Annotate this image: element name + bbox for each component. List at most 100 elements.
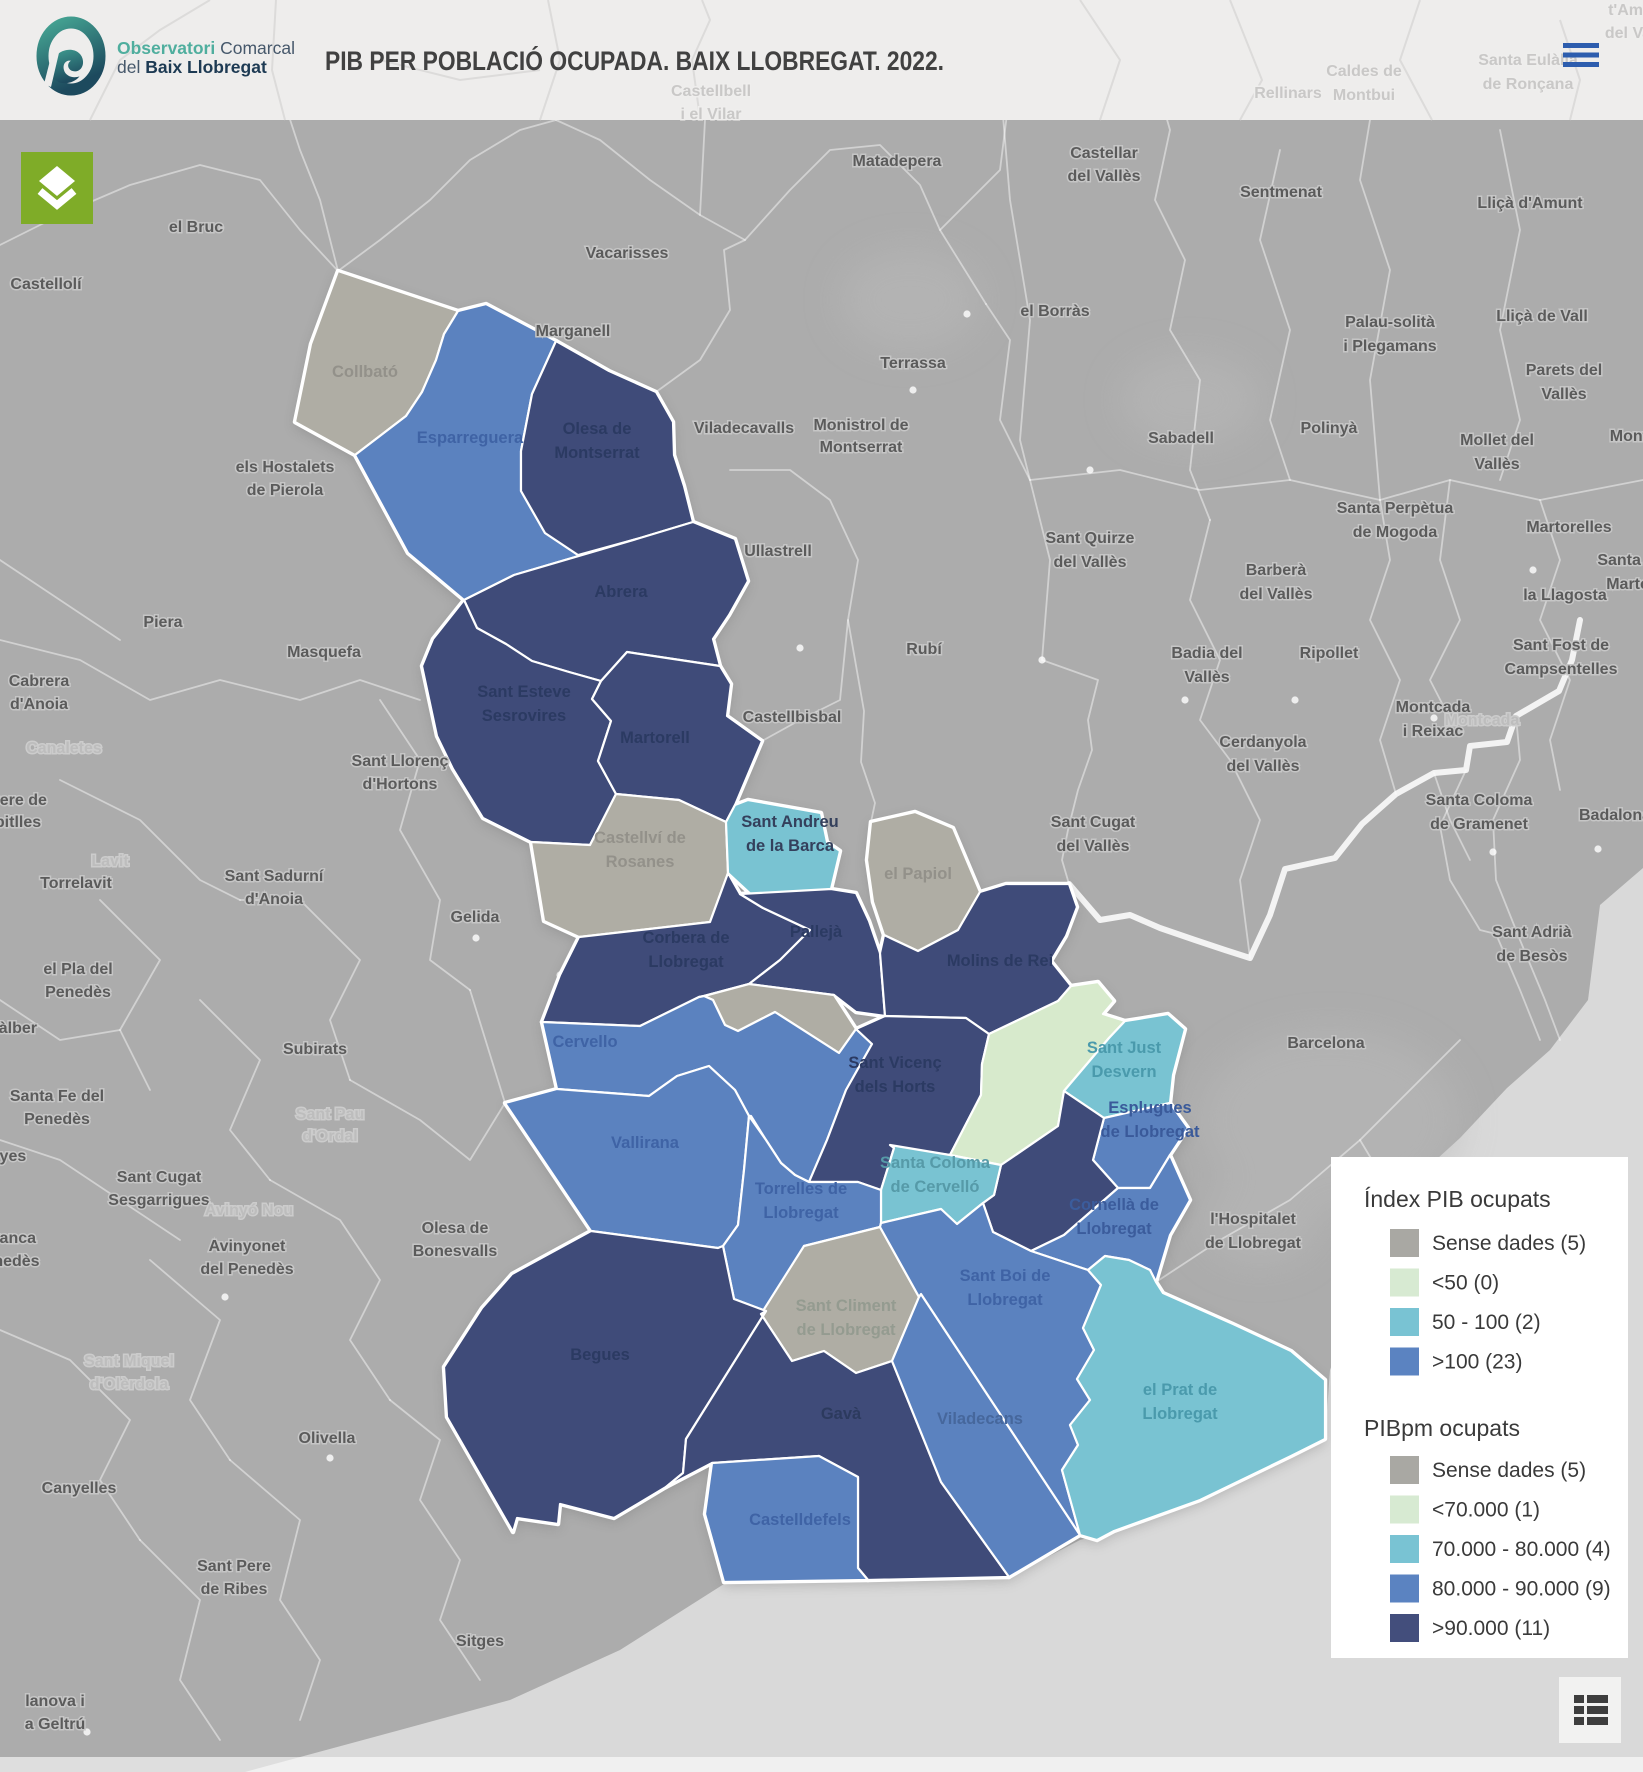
svg-text:Pere de: Pere de — [0, 792, 47, 809]
svg-text:de Cervelló: de Cervelló — [891, 1178, 980, 1196]
svg-text:<70.000 (1): <70.000 (1) — [1432, 1499, 1540, 1522]
svg-text:de Llobregat: de Llobregat — [1205, 1235, 1302, 1252]
svg-text:la Llagosta: la Llagosta — [1523, 587, 1607, 604]
svg-text:Sant Miquel: Sant Miquel — [84, 1353, 174, 1370]
svg-text:Vallès: Vallès — [1184, 669, 1229, 686]
svg-text:Sense dades (5): Sense dades (5) — [1432, 1459, 1586, 1482]
svg-text:Torrelles de: Torrelles de — [755, 1180, 847, 1198]
svg-text:Santa Coloma: Santa Coloma — [880, 1154, 991, 1172]
svg-text:els Hostalets: els Hostalets — [236, 459, 335, 476]
svg-text:Esparreguera: Esparreguera — [417, 429, 524, 447]
svg-text:Montm: Montm — [1610, 428, 1643, 445]
svg-text:Torrelavit: Torrelavit — [40, 875, 112, 892]
svg-text:Caldes de: Caldes de — [1326, 63, 1402, 80]
svg-text:Sant Fost de: Sant Fost de — [1513, 637, 1609, 654]
svg-text:el Borràs: el Borràs — [1020, 303, 1089, 320]
svg-text:t'Ame: t'Ame — [1608, 2, 1643, 19]
svg-text:Cervello: Cervello — [552, 1033, 617, 1051]
svg-text:Barcelona: Barcelona — [1287, 1035, 1364, 1052]
svg-text:d'Anoia: d'Anoia — [245, 891, 303, 908]
svg-text:Castelldefels: Castelldefels — [749, 1511, 851, 1529]
svg-text:Avinyonet: Avinyonet — [209, 1238, 286, 1255]
svg-text:Sentmenat: Sentmenat — [1240, 184, 1322, 201]
svg-text:Canaletes: Canaletes — [26, 740, 102, 757]
svg-text:Polinyà: Polinyà — [1301, 420, 1358, 437]
svg-text:Sant Andreu: Sant Andreu — [741, 813, 838, 831]
svg-text:el Bruc: el Bruc — [169, 219, 223, 236]
svg-text:<50 (0): <50 (0) — [1432, 1272, 1499, 1295]
svg-text:Pallejà: Pallejà — [790, 923, 843, 941]
svg-text:de Mogoda: de Mogoda — [1353, 524, 1438, 541]
svg-text:Montcada: Montcada — [1445, 712, 1520, 729]
svg-text:dàlber: dàlber — [0, 1020, 37, 1037]
svg-text:Sant Esteve: Sant Esteve — [477, 683, 571, 701]
svg-text:del Vallès: del Vallès — [1068, 168, 1141, 185]
svg-text:Montserrat: Montserrat — [554, 444, 640, 462]
svg-text:Montcada: Montcada — [1396, 699, 1471, 716]
svg-text:>100 (23): >100 (23) — [1432, 1351, 1522, 1374]
svg-text:de Besòs: de Besòs — [1496, 948, 1567, 965]
svg-text:Campsentelles: Campsentelles — [1505, 661, 1618, 678]
svg-text:lanova i: lanova i — [25, 1693, 85, 1710]
svg-text:Begues: Begues — [570, 1346, 630, 1364]
svg-text:Santa Coloma: Santa Coloma — [1426, 792, 1533, 809]
svg-text:Montserrat: Montserrat — [820, 439, 903, 456]
svg-text:Gavà: Gavà — [821, 1405, 862, 1423]
svg-text:Marto: Marto — [1606, 576, 1643, 593]
svg-text:de Pierola: de Pierola — [247, 482, 324, 499]
svg-text:Esplugues: Esplugues — [1108, 1099, 1191, 1117]
svg-text:Molins de Rei: Molins de Rei — [947, 952, 1053, 970]
svg-text:Viladecans: Viladecans — [937, 1410, 1023, 1428]
svg-text:del Vallès: del Vallès — [1054, 554, 1127, 571]
svg-text:PIBpm ocupats: PIBpm ocupats — [1364, 1415, 1520, 1441]
svg-text:Vallès: Vallès — [1541, 386, 1586, 403]
svg-text:Gelida: Gelida — [451, 909, 500, 926]
svg-text:Vallès: Vallès — [1474, 456, 1519, 473]
svg-text:de la Barca: de la Barca — [746, 837, 835, 855]
svg-text:d'Hortons: d'Hortons — [363, 776, 438, 793]
svg-text:nyes: nyes — [0, 1148, 26, 1165]
svg-text:Badalona: Badalona — [1579, 807, 1643, 824]
svg-text:enedès: enedès — [0, 1253, 40, 1270]
svg-text:el Pla del: el Pla del — [43, 961, 112, 978]
svg-text:Castellví de: Castellví de — [594, 829, 686, 847]
svg-text:Rubí: Rubí — [906, 641, 942, 658]
svg-text:Sant Pau: Sant Pau — [296, 1106, 364, 1123]
svg-text:50 - 100 (2): 50 - 100 (2) — [1432, 1311, 1541, 1334]
svg-text:Sant Quirze: Sant Quirze — [1046, 530, 1135, 547]
svg-text:Piera: Piera — [143, 614, 182, 631]
svg-text:d'Olèrdola: d'Olèrdola — [90, 1376, 169, 1393]
svg-text:Llobregat: Llobregat — [1142, 1405, 1218, 1423]
svg-text:Santa Perpètua: Santa Perpètua — [1337, 500, 1454, 517]
svg-text:Sesgarrigues: Sesgarrigues — [108, 1192, 209, 1209]
svg-text:Palau-solità: Palau-solità — [1345, 314, 1435, 331]
svg-text:del Vallès: del Vallès — [1227, 758, 1300, 775]
svg-text:del Va: del Va — [1605, 25, 1643, 42]
svg-text:Marganell: Marganell — [536, 323, 611, 340]
svg-text:Sant Just: Sant Just — [1087, 1039, 1162, 1057]
svg-text:Sant Adrià: Sant Adrià — [1492, 924, 1572, 941]
svg-text:de Ribes: de Ribes — [201, 1581, 268, 1598]
svg-text:Vallirana: Vallirana — [611, 1134, 680, 1152]
svg-text:Abrera: Abrera — [594, 583, 648, 601]
svg-text:Collbató: Collbató — [332, 363, 398, 381]
svg-text:franca: franca — [0, 1230, 36, 1247]
svg-text:Sant Climent: Sant Climent — [796, 1297, 897, 1315]
svg-text:Olivella: Olivella — [299, 1430, 356, 1447]
svg-text:Castellar: Castellar — [1070, 145, 1138, 162]
svg-text:Castellolí: Castellolí — [10, 276, 82, 293]
svg-text:Bonesvalls: Bonesvalls — [413, 1243, 498, 1260]
svg-text:d'Anoia: d'Anoia — [10, 696, 68, 713]
svg-text:Penedès: Penedès — [24, 1111, 90, 1128]
svg-text:Cerdanyola: Cerdanyola — [1219, 734, 1306, 751]
svg-text:Sabadell: Sabadell — [1148, 430, 1214, 447]
svg-text:Avinyó Nou: Avinyó Nou — [205, 1202, 293, 1219]
svg-text:Santa Eulàlia: Santa Eulàlia — [1478, 52, 1578, 69]
svg-text:el Papiol: el Papiol — [884, 865, 952, 883]
svg-text:Olesa de: Olesa de — [563, 420, 632, 438]
svg-text:Santa M: Santa M — [1597, 552, 1643, 569]
svg-text:Llobregat: Llobregat — [763, 1204, 839, 1222]
svg-text:Castellbell: Castellbell — [671, 83, 751, 100]
svg-text:del Baix Llobregat: del Baix Llobregat — [117, 57, 267, 77]
svg-text:Parets del: Parets del — [1526, 362, 1602, 379]
